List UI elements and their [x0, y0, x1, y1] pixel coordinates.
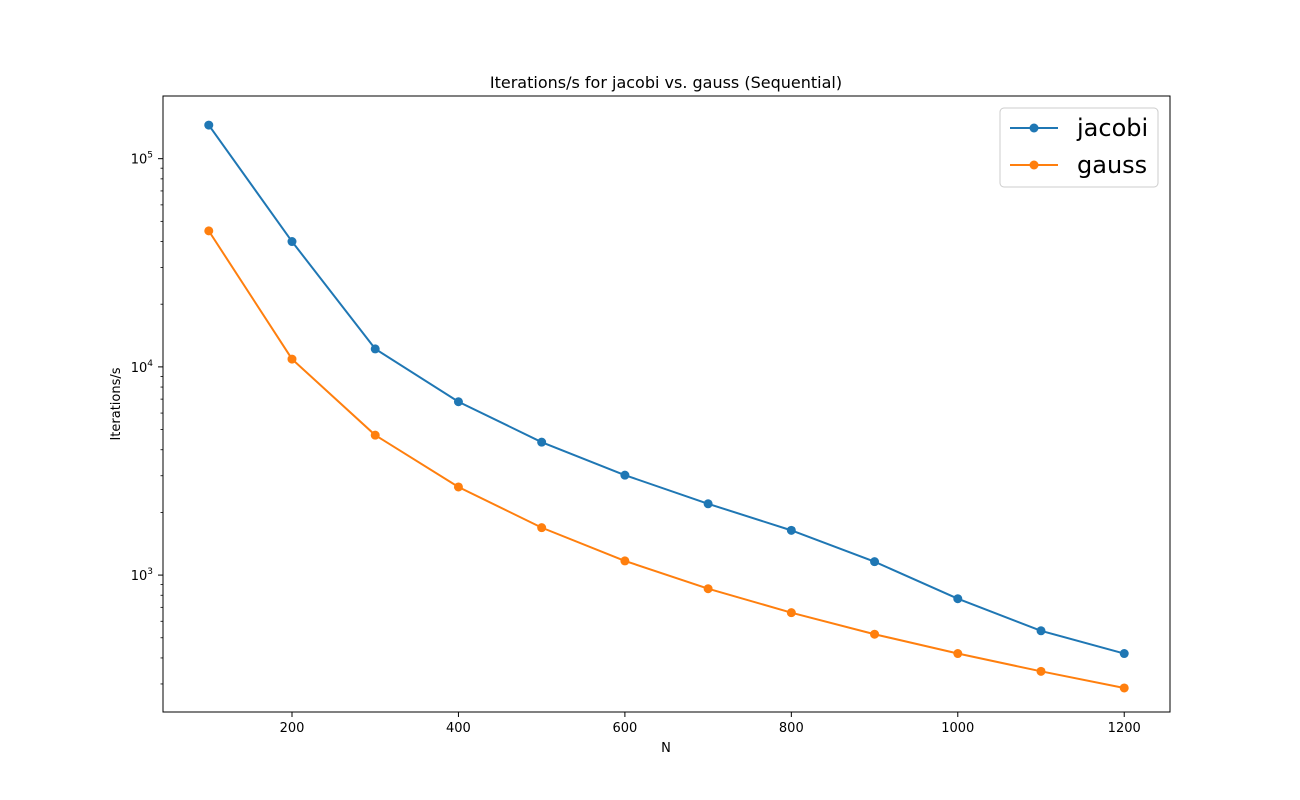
data-point-jacobi: [537, 437, 547, 447]
data-point-gauss: [1036, 666, 1046, 676]
plot-area: 200 400 600 800 1000 1200 103 104 105: [131, 95, 1171, 736]
data-point-gauss: [870, 629, 880, 639]
data-point-jacobi: [1036, 626, 1046, 636]
data-point-jacobi: [1119, 649, 1129, 659]
data-point-jacobi: [204, 120, 214, 130]
data-point-jacobi: [453, 397, 463, 407]
y-tick-label: 103: [131, 567, 153, 584]
data-point-gauss: [370, 430, 380, 440]
chart-title: Iterations/s for jacobi vs. gauss (Seque…: [490, 73, 842, 92]
x-tick-label: 400: [446, 721, 471, 736]
series-line-gauss: [207, 230, 1125, 689]
data-point-gauss: [786, 608, 796, 618]
y-tick-label: 105: [131, 151, 153, 168]
data-point-jacobi: [287, 237, 297, 247]
data-point-gauss: [703, 584, 713, 594]
data-point-gauss: [537, 523, 547, 533]
x-tick-label: 1000: [941, 721, 974, 736]
legend: jacobi gauss: [999, 107, 1159, 188]
legend-label-jacobi: jacobi: [1076, 114, 1148, 142]
x-tick-label: 800: [779, 721, 804, 736]
data-point-jacobi: [703, 499, 713, 509]
data-point-jacobi: [786, 525, 796, 535]
data-point-jacobi: [620, 470, 630, 480]
axes-frame: [162, 95, 1171, 713]
series-line-jacobi: [207, 124, 1125, 655]
data-point-jacobi: [870, 557, 880, 567]
legend-marker-gauss: [1029, 160, 1039, 170]
y-axis-label: Iterations/s: [109, 367, 124, 440]
data-point-gauss: [453, 482, 463, 492]
data-point-jacobi: [953, 594, 963, 604]
x-axis-label: N: [661, 741, 671, 756]
data-point-gauss: [1119, 683, 1129, 693]
data-point-gauss: [953, 649, 963, 659]
legend-label-gauss: gauss: [1077, 151, 1147, 179]
data-point-jacobi: [370, 344, 380, 354]
data-point-gauss: [620, 556, 630, 566]
data-point-gauss: [287, 354, 297, 364]
data-point-gauss: [204, 226, 214, 236]
x-tick-label: 600: [612, 721, 637, 736]
x-tick-label: 1200: [1108, 721, 1141, 736]
x-tick-label: 200: [280, 721, 305, 736]
y-tick-label: 104: [131, 359, 154, 376]
legend-marker-jacobi: [1029, 123, 1039, 133]
